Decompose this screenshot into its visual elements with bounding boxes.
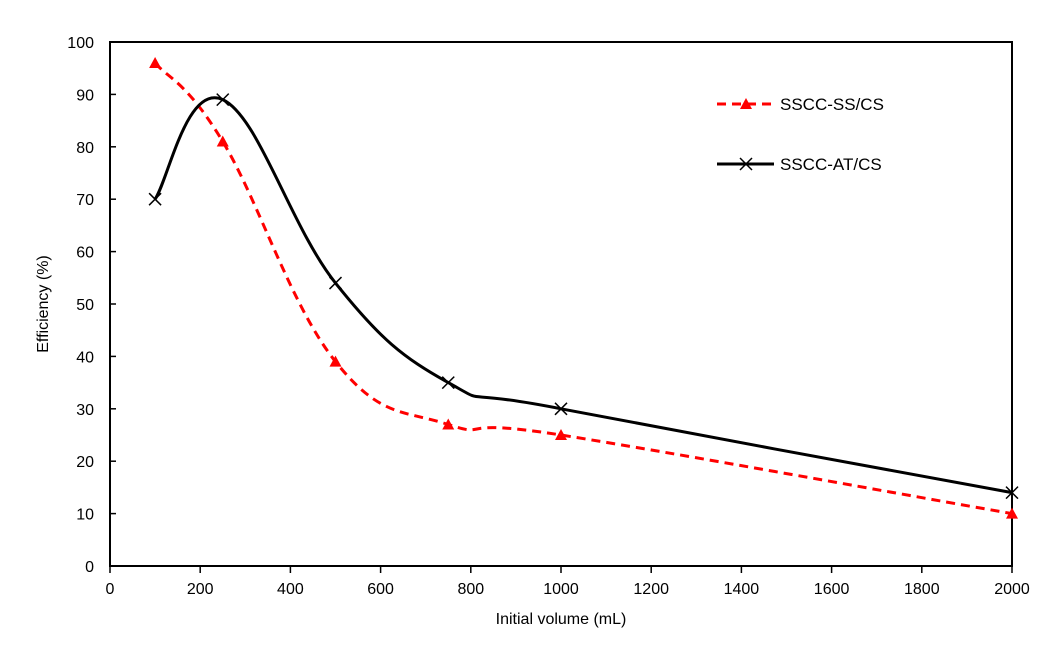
x-marker [148,192,162,206]
x-tick-label: 800 [457,581,484,598]
x-marker-stroke [328,276,343,290]
x-marker [216,93,230,107]
x-tick-label: 0 [106,581,115,598]
x-tick-label: 1400 [724,581,760,598]
y-tick-label: 10 [76,507,94,524]
legend: SSCC-SS/CS SSCC-AT/CS [717,95,884,174]
x-tick-label: 1200 [633,581,669,598]
series-line [153,61,1013,516]
series-layer [148,56,1019,519]
triangle-marker [1006,507,1018,519]
x-marker-stroke [441,376,455,390]
y-tick-label: 40 [76,349,94,366]
y-tick-label: 50 [76,297,94,314]
y-axis-title: Efficiency (%) [35,255,52,353]
y-tick-label: 90 [76,87,94,104]
legend-item: SSCC-AT/CS [717,155,882,174]
legend-label: SSCC-AT/CS [780,155,882,174]
series-line [153,96,1013,495]
legend-label: SSCC-SS/CS [780,95,884,114]
triangle-marker [149,56,162,68]
x-tick-label: 1000 [543,581,579,598]
legend-item: SSCC-SS/CS [717,95,884,114]
x-marker-stroke [554,402,568,416]
y-tick-label: 100 [67,35,94,52]
series-sscc-ss-cs [149,56,1018,519]
y-axis: 0 10 20 30 40 50 60 70 80 90 100 [67,35,116,576]
x-marker-stroke [1005,486,1019,500]
x-axis-title: Initial volume (mL) [496,611,627,628]
series-sscc-at-cs [148,93,1019,500]
y-tick-label: 70 [76,192,94,209]
x-tick-label: 600 [367,581,394,598]
triangle-marker [216,135,229,147]
x-marker [441,376,455,390]
x-tick-label: 1800 [904,581,940,598]
triangle-marker [555,429,567,440]
x-marker-stroke [739,157,753,171]
x-marker [328,276,343,290]
x-marker-stroke [148,192,162,206]
x-marker [554,402,568,416]
triangle-marker [329,355,342,367]
y-tick-label: 60 [76,245,94,262]
x-tick-label: 1600 [814,581,850,598]
triangle-marker [442,418,455,430]
triangle-marker [740,98,752,109]
x-marker-stroke [216,93,230,107]
x-marker [739,157,753,171]
x-tick-label: 200 [187,581,214,598]
y-tick-label: 80 [76,140,94,157]
x-tick-label: 400 [277,581,304,598]
x-tick-label: 2000 [994,581,1030,598]
y-tick-label: 20 [76,454,94,471]
y-tick-label: 0 [85,559,94,576]
x-axis: 0 200 400 600 800 1000 1200 1400 1600 1800 2000 [106,566,1030,598]
x-marker [1005,486,1019,500]
y-tick-label: 30 [76,402,94,419]
